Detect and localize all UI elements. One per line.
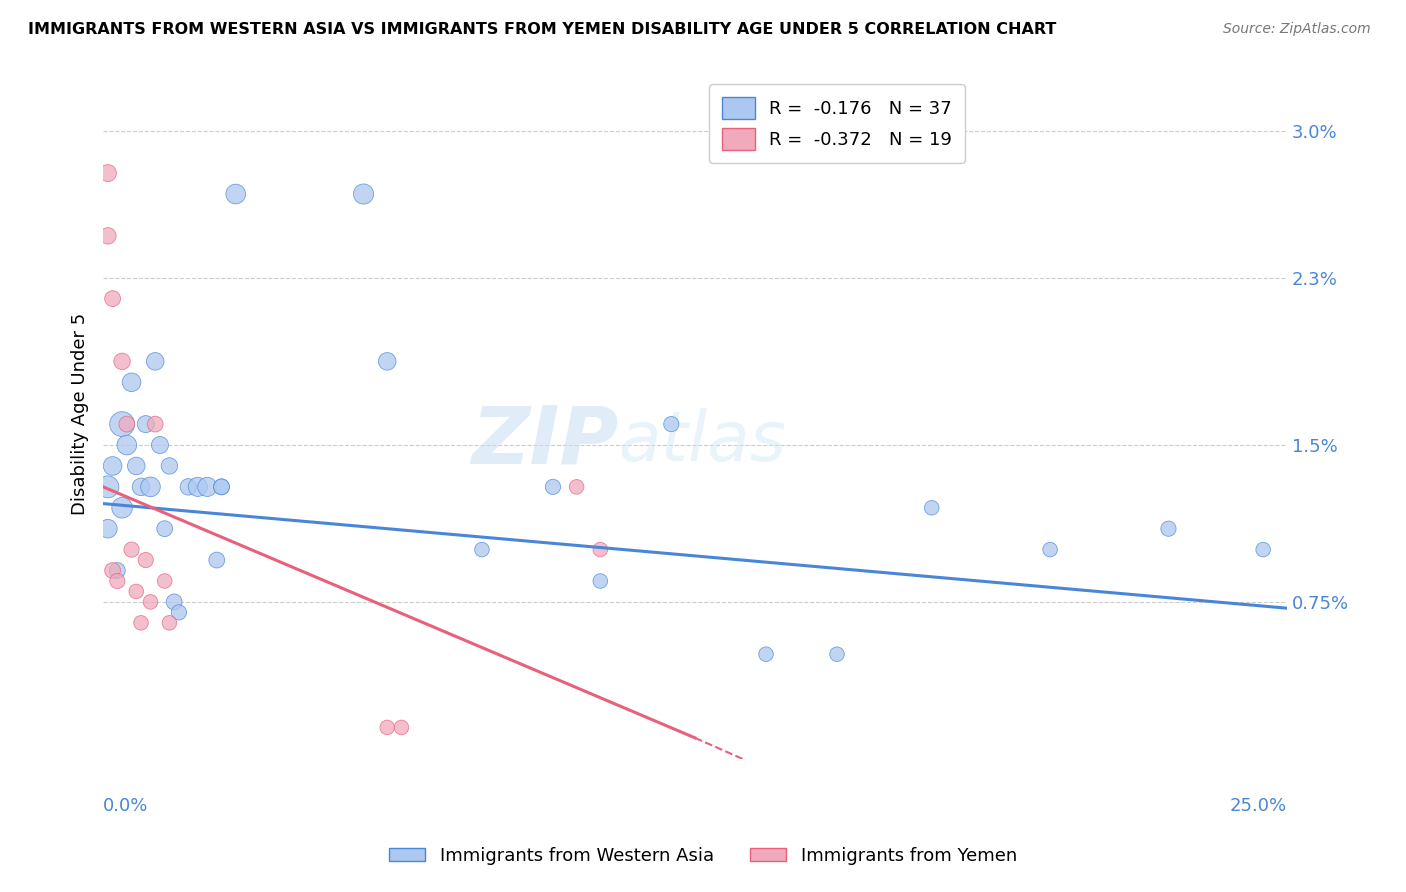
- Point: [129, 480, 152, 494]
- Point: [111, 417, 134, 431]
- Point: [163, 595, 186, 609]
- Point: [1157, 522, 1180, 536]
- Point: [125, 584, 148, 599]
- Point: [115, 438, 138, 452]
- Point: [225, 187, 247, 202]
- Point: [101, 292, 124, 306]
- Point: [541, 480, 564, 494]
- Point: [105, 574, 128, 588]
- Point: [121, 376, 143, 390]
- Point: [589, 542, 612, 557]
- Point: [157, 458, 180, 473]
- Point: [589, 574, 612, 588]
- Point: [97, 522, 120, 536]
- Point: [97, 480, 120, 494]
- Point: [149, 438, 172, 452]
- Point: [97, 166, 120, 180]
- Point: [115, 417, 138, 431]
- Point: [153, 522, 176, 536]
- Text: IMMIGRANTS FROM WESTERN ASIA VS IMMIGRANTS FROM YEMEN DISABILITY AGE UNDER 5 COR: IMMIGRANTS FROM WESTERN ASIA VS IMMIGRAN…: [28, 22, 1056, 37]
- Point: [135, 553, 157, 567]
- Point: [471, 542, 494, 557]
- Point: [565, 480, 588, 494]
- Text: atlas: atlas: [619, 408, 786, 475]
- Text: 0.0%: 0.0%: [103, 797, 149, 814]
- Point: [177, 480, 200, 494]
- Text: ZIP: ZIP: [471, 402, 619, 480]
- Point: [211, 480, 233, 494]
- Point: [195, 480, 218, 494]
- Point: [129, 615, 152, 630]
- Point: [211, 480, 233, 494]
- Point: [375, 720, 398, 734]
- Point: [187, 480, 209, 494]
- Text: 25.0%: 25.0%: [1230, 797, 1286, 814]
- Point: [121, 542, 143, 557]
- Point: [205, 553, 228, 567]
- Point: [139, 480, 162, 494]
- Point: [101, 564, 124, 578]
- Point: [825, 647, 848, 661]
- Point: [111, 500, 134, 515]
- Point: [111, 354, 134, 368]
- Point: [659, 417, 682, 431]
- Point: [139, 595, 162, 609]
- Point: [135, 417, 157, 431]
- Legend: R =  -0.176   N = 37, R =  -0.372   N = 19: R = -0.176 N = 37, R = -0.372 N = 19: [710, 85, 965, 163]
- Point: [1039, 542, 1062, 557]
- Point: [143, 417, 166, 431]
- Text: Source: ZipAtlas.com: Source: ZipAtlas.com: [1223, 22, 1371, 37]
- Point: [167, 606, 190, 620]
- Point: [353, 187, 375, 202]
- Point: [391, 720, 413, 734]
- Point: [101, 458, 124, 473]
- Point: [375, 354, 398, 368]
- Point: [1251, 542, 1274, 557]
- Point: [105, 564, 128, 578]
- Y-axis label: Disability Age Under 5: Disability Age Under 5: [72, 312, 89, 515]
- Legend: Immigrants from Western Asia, Immigrants from Yemen: Immigrants from Western Asia, Immigrants…: [382, 840, 1024, 872]
- Point: [157, 615, 180, 630]
- Point: [143, 354, 166, 368]
- Point: [921, 500, 943, 515]
- Point: [755, 647, 778, 661]
- Point: [97, 228, 120, 243]
- Point: [125, 458, 148, 473]
- Point: [153, 574, 176, 588]
